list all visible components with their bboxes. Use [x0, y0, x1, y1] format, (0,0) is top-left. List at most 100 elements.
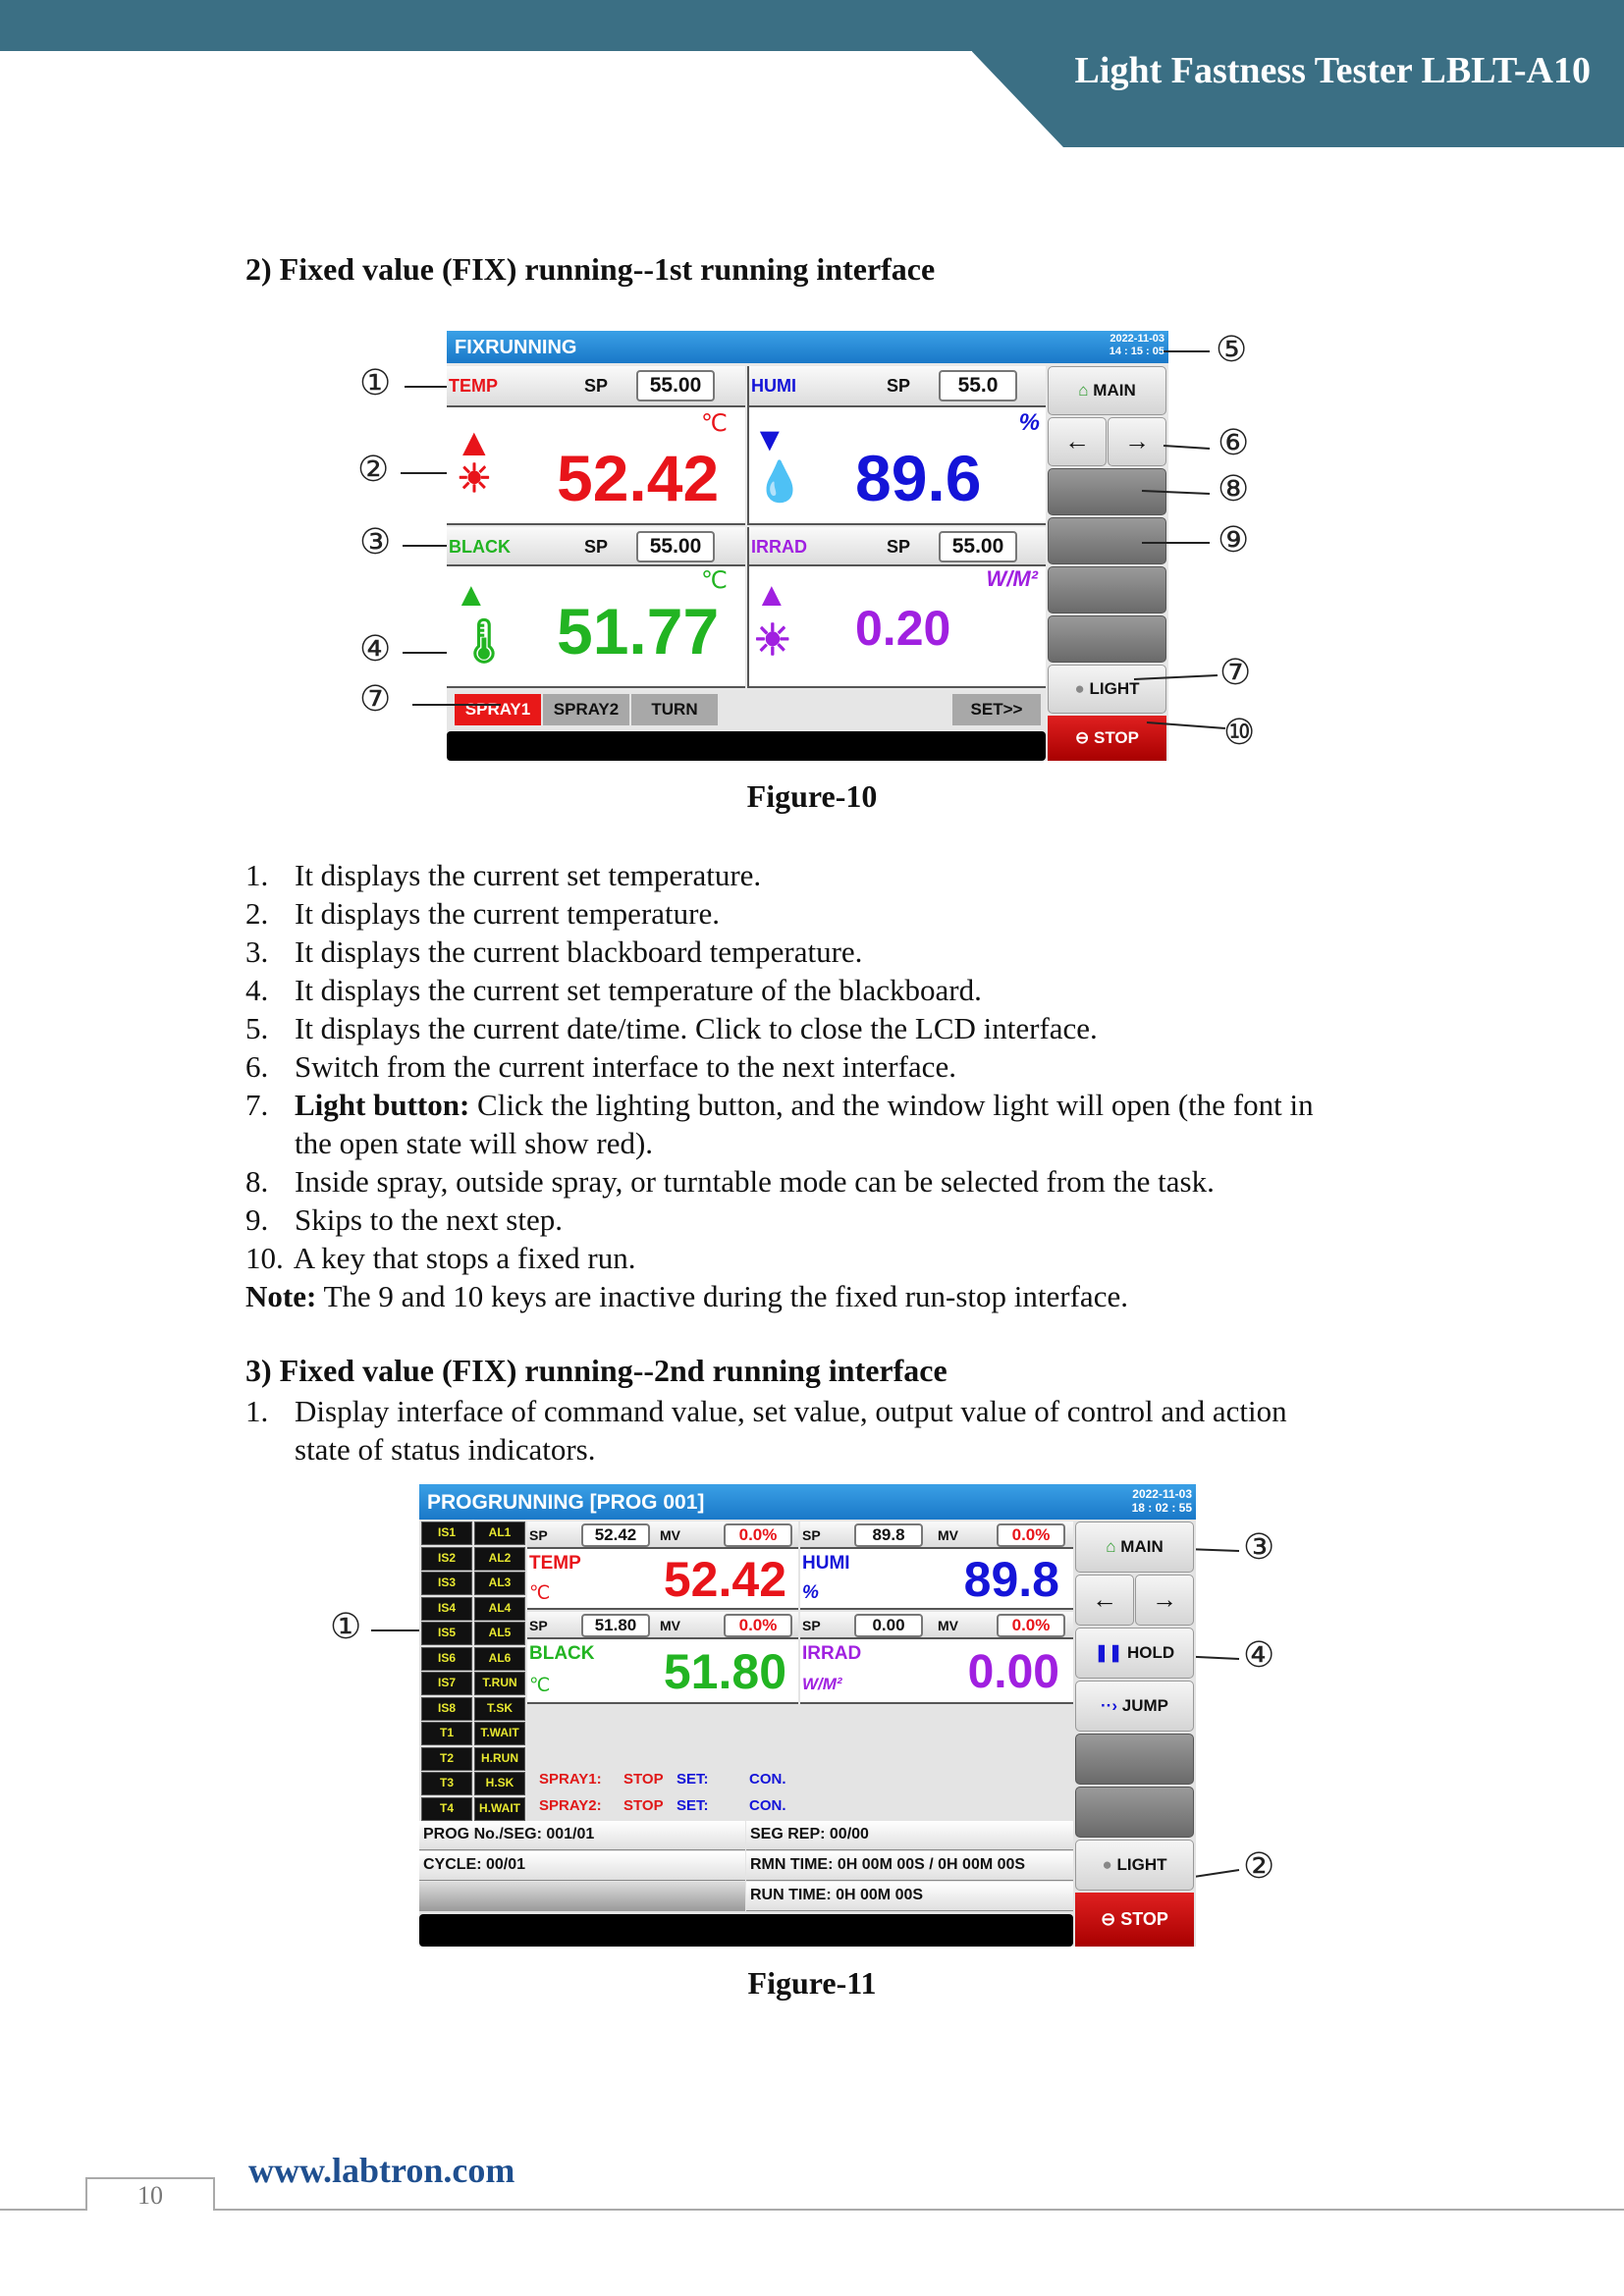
stop-circle-icon: ⊖: [1101, 1909, 1116, 1929]
main-button[interactable]: ⌂ MAIN: [1075, 1522, 1194, 1573]
note: Note: The 9 and 10 keys are inactive dur…: [245, 1277, 1314, 1315]
spray1-label: SPRAY1:: [539, 1771, 602, 1788]
spray1-button[interactable]: SPRAY1: [455, 694, 541, 725]
home-icon: ⌂: [1078, 381, 1089, 400]
irrad-label: IRRAD: [802, 1643, 862, 1664]
irrad-up-icon: ▲: [755, 576, 788, 614]
hold-label: HOLD: [1127, 1643, 1175, 1662]
callout-4: ④: [359, 629, 392, 669]
status-indicator: IS5: [421, 1622, 472, 1645]
temp-sp-field[interactable]: 55.00: [636, 370, 715, 401]
humi-sp-field[interactable]: 55.0: [939, 370, 1017, 401]
footer-url[interactable]: www.labtron.com: [248, 2151, 515, 2190]
irrad-sp-field[interactable]: 0.00: [854, 1614, 923, 1637]
list-item: 3. It displays the current blackboard tem…: [245, 933, 1314, 971]
title-bar: FIXRUNNING 2022-11-03 14 : 15 : 05: [447, 331, 1168, 363]
prev-arrow-button[interactable]: ←: [1048, 417, 1107, 466]
item-number: 4.: [245, 973, 269, 1007]
section-3-list: 1. Display interface of command value, se…: [245, 1392, 1287, 1468]
list-item: 5. It displays the current date/time. Cli…: [245, 1009, 1314, 1047]
list-item: 1. It displays the current set temperatur…: [245, 856, 1314, 894]
footer-rule: [0, 2209, 1624, 2211]
sp-label: SP: [584, 376, 609, 396]
jump-label: JUMP: [1121, 1696, 1168, 1715]
item-number: 1.: [245, 1394, 269, 1428]
set-button[interactable]: SET>>: [952, 694, 1041, 725]
item-number: 6.: [245, 1049, 269, 1084]
item-number: 5.: [245, 1011, 269, 1045]
turn-button[interactable]: TURN: [631, 694, 718, 725]
note-label: Note:: [245, 1279, 317, 1313]
spray2-button[interactable]: SPRAY2: [543, 694, 629, 725]
prev-arrow-button[interactable]: ←: [1075, 1575, 1134, 1626]
light-button[interactable]: ● LIGHT: [1048, 665, 1166, 714]
message-bar: [419, 1914, 1073, 1947]
time: 14 : 15 : 05: [1109, 346, 1164, 357]
temp-label: TEMP: [529, 1553, 581, 1574]
main-label: MAIN: [1120, 1537, 1164, 1556]
sp-label: SP: [584, 537, 609, 557]
callout-6: ⑥: [1218, 423, 1250, 463]
spray-status: SPRAY1: STOP SET: CON. SPRAY2: STOP SET:…: [529, 1771, 1020, 1820]
status-indicator: IS3: [421, 1572, 472, 1595]
item-number: 2.: [245, 896, 269, 931]
document-title: Light Fastness Tester LBLT-A10: [1074, 50, 1591, 91]
mv-label: MV: [938, 1618, 958, 1633]
irrad-label: IRRAD: [751, 537, 807, 557]
humi-sp-field[interactable]: 89.8: [854, 1523, 923, 1547]
humi-value: 89.6: [855, 442, 982, 514]
header-tab: [972, 0, 1624, 147]
note-text: The 9 and 10 keys are inactive during th…: [316, 1279, 1128, 1313]
black-sp-field[interactable]: 55.00: [636, 531, 715, 562]
main-button[interactable]: ⌂ MAIN: [1048, 366, 1166, 415]
thermometer-icon: 🌡: [457, 617, 512, 666]
next-arrow-button[interactable]: →: [1108, 417, 1166, 466]
temp-mv-field: 0.0%: [724, 1523, 792, 1547]
black-panel: BLACK ℃ 51.80: [527, 1639, 798, 1704]
item-text: Skips to the next step.: [295, 1202, 563, 1237]
callout-10: ⑩: [1223, 713, 1256, 753]
humi-unit: %: [802, 1582, 819, 1603]
status-indicator: AL2: [474, 1546, 525, 1571]
stop-button[interactable]: ⊖ STOP: [1075, 1893, 1194, 1947]
jump-button[interactable]: ··› JUMP: [1075, 1681, 1194, 1732]
sp-label: SP: [887, 537, 911, 557]
light-button[interactable]: ● LIGHT: [1075, 1840, 1194, 1891]
callout-8: ⑧: [1218, 469, 1250, 509]
irrad-sp-field[interactable]: 55.00: [939, 531, 1017, 562]
blank-button: [1075, 1734, 1194, 1785]
stop-button[interactable]: ⊖ STOP: [1048, 716, 1166, 761]
item-text: A key that stops a fixed run.: [293, 1241, 636, 1275]
black-sp-field[interactable]: 51.80: [581, 1614, 650, 1637]
status-indicator: T1: [421, 1722, 472, 1745]
irrad-unit: W/M²: [986, 566, 1038, 591]
temp-sp-field[interactable]: 52.42: [581, 1523, 650, 1547]
list-item: 2. It displays the current temperature.: [245, 894, 1314, 933]
irrad-sp-row: SP 0.00 MV 0.0%: [800, 1612, 1073, 1639]
skip-blank-button[interactable]: [1048, 517, 1166, 564]
next-arrow-button[interactable]: →: [1135, 1575, 1194, 1626]
item-text: It displays the current date/time. Click…: [295, 1011, 1098, 1045]
figure-11-screen: PROGRUNNING [PROG 001] 2022-11-03 18 : 02…: [419, 1484, 1196, 1947]
humi-label: HUMI: [802, 1553, 850, 1574]
datetime[interactable]: 2022-11-03 14 : 15 : 05: [1110, 333, 1164, 358]
message-bar: [447, 731, 1046, 761]
irrad-value: 0.20: [855, 601, 951, 656]
list-item: 8. Inside spray, outside spray, or turnta…: [245, 1162, 1314, 1201]
humi-value: 89.8: [963, 1552, 1059, 1607]
callout-5: ⑤: [1216, 330, 1248, 370]
hold-button[interactable]: ❚❚ HOLD: [1075, 1628, 1194, 1679]
black-label: BLACK: [449, 537, 511, 557]
callout-7-left: ⑦: [359, 679, 392, 720]
blank-button: [1075, 1787, 1194, 1838]
temp-value: 52.42: [557, 442, 720, 514]
date: 2022-11-03: [1110, 333, 1164, 345]
status-indicator: AL3: [474, 1572, 525, 1595]
black-sp-row: BLACK SP 55.00: [447, 527, 745, 566]
temp-sp-row: TEMP SP 55.00: [447, 366, 745, 407]
humi-panel: ▼ 💧 % 89.6: [747, 407, 1046, 525]
datetime[interactable]: 2022-11-03 18 : 02 : 55: [1132, 1487, 1192, 1515]
mode-button-row: SPRAY1 SPRAY2 TURN SET>>: [447, 690, 1046, 729]
water-drop-icon: 💧: [755, 460, 804, 504]
status-indicator: IS2: [421, 1546, 472, 1571]
